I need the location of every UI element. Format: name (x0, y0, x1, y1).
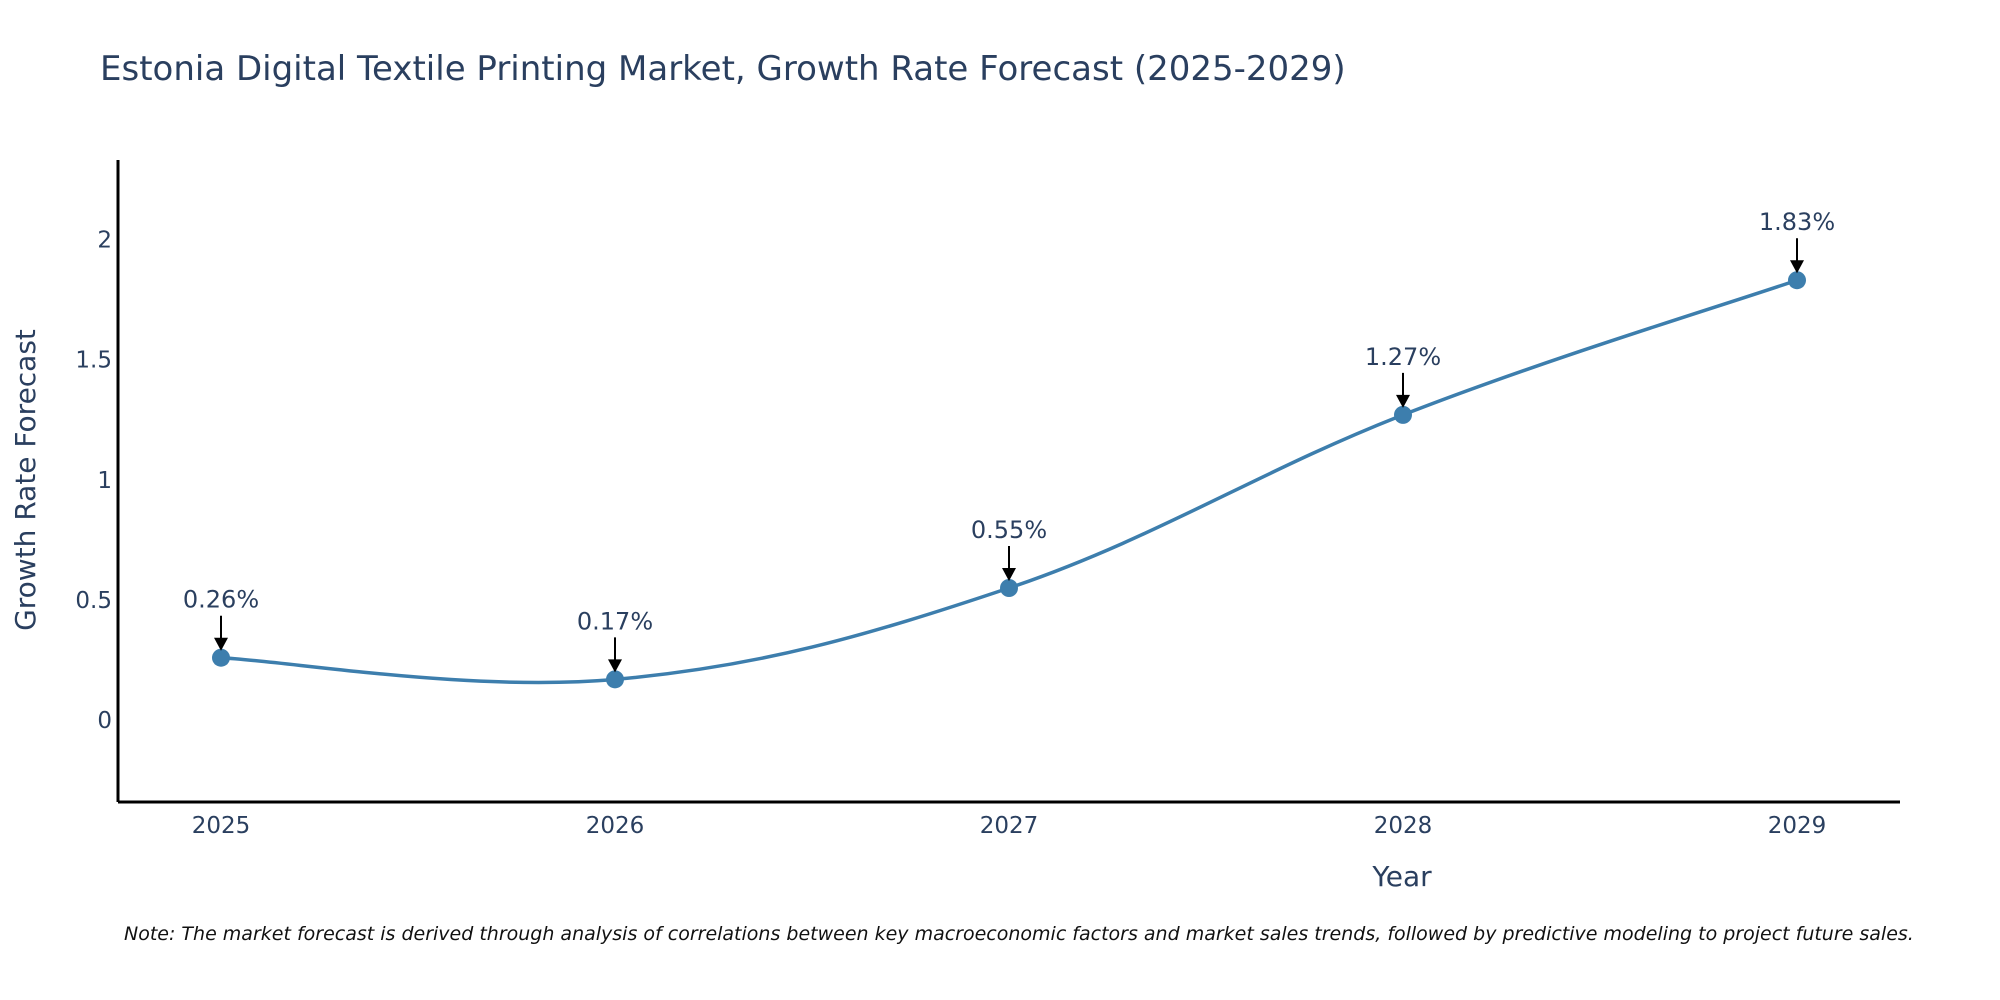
y-tick-label: 1.5 (75, 348, 112, 374)
annotation-arrow-head (1790, 260, 1804, 274)
x-tick-label: 2026 (586, 813, 645, 839)
y-axis-title: Growth Rate Forecast (9, 329, 42, 631)
data-annotations: 0.26% 0.17% 0.55% 1.27% 1.83% (183, 208, 1835, 673)
y-tick-label: 1 (97, 468, 112, 494)
x-axis-ticks: 2025 2026 2027 2028 2029 (192, 813, 1827, 839)
data-points (212, 271, 1806, 689)
y-tick-label: 0 (97, 708, 112, 734)
data-label: 0.17% (577, 607, 653, 635)
chart-title: Estonia Digital Textile Printing Market,… (100, 49, 1346, 89)
y-axis-ticks: 0 0.5 1 1.5 2 (75, 227, 112, 734)
x-tick-label: 2029 (1768, 813, 1827, 839)
x-tick-label: 2028 (1374, 813, 1433, 839)
x-tick-label: 2027 (980, 813, 1039, 839)
data-label: 0.55% (971, 516, 1047, 544)
x-tick-label: 2025 (192, 813, 251, 839)
data-label: 1.83% (1759, 208, 1835, 236)
data-point (606, 670, 624, 689)
annotation-arrow-head (1396, 394, 1410, 408)
y-tick-label: 0.5 (75, 588, 112, 614)
annotation-arrow-head (214, 637, 228, 651)
annotation-arrow-head (1002, 568, 1016, 581)
y-tick-label: 2 (97, 227, 112, 253)
data-point (1394, 405, 1412, 424)
footnote: Note: The market forecast is derived thr… (124, 923, 1914, 945)
x-axis-title: Year (1371, 860, 1432, 893)
annotation-arrow-head (608, 659, 622, 673)
series-line (220, 278, 1798, 685)
data-point (212, 648, 230, 667)
data-label: 1.27% (1365, 343, 1441, 371)
data-point (1000, 579, 1018, 597)
data-label: 0.26% (183, 586, 259, 614)
data-point (1788, 271, 1806, 290)
